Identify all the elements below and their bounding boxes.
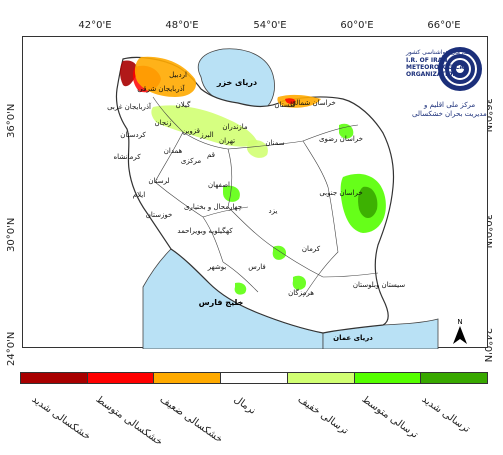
province-label: قزوین: [182, 127, 200, 135]
province-label: چهارمحال و بختیاری: [184, 203, 242, 211]
logo-emblem-icon: [438, 47, 482, 91]
province-label: هرمزگان: [288, 288, 314, 297]
legend-label: خشکسالی شدید: [29, 394, 93, 443]
longitude-tick: 54°0'E: [253, 20, 287, 31]
legend-label: خشکسالی متوسط: [93, 394, 165, 449]
province-label: اردبیل: [169, 71, 187, 79]
meteorological-organization-logo: سازمان هواشناسی کشور I.R. OF IRAN METEOR…: [406, 45, 487, 135]
province-label: ایلام: [133, 191, 145, 199]
weak-drought-area: [277, 94, 321, 108]
legend-swatch: [21, 373, 88, 383]
light-wet-area: [247, 139, 268, 158]
province-label: تهران: [219, 137, 235, 145]
legend-swatch: [421, 373, 488, 383]
logo-line: ORGANIZATION: [406, 71, 458, 78]
severe-drought-area: [120, 60, 138, 87]
weak-drought-area: [134, 56, 197, 97]
map-frame: دریای خزر خلیج فارس دریای عمان اردبیل آذ…: [22, 36, 488, 349]
province-label: قم: [207, 151, 215, 159]
persian-gulf-label: خلیج فارس: [199, 298, 244, 308]
legend-swatch: [221, 373, 288, 383]
latitude-tick-left: 24°0'N: [6, 331, 17, 366]
legend-swatch: [354, 373, 422, 383]
longitude-tick: 66°0'E: [427, 20, 461, 31]
moderate-wet-area: [292, 275, 307, 290]
province-label: آذربایجان غربی: [107, 102, 152, 111]
moderate-drought-area: [285, 98, 296, 104]
legend-swatch: [154, 373, 222, 383]
province-label: مرکزی: [181, 157, 202, 165]
province-label: اصفهان: [208, 181, 230, 189]
province-label: همدان: [164, 147, 183, 155]
longitude-tick: 48°0'E: [165, 20, 199, 31]
province-label: خراسان شمالی: [290, 99, 336, 107]
north-arrow-icon: [453, 326, 467, 344]
caspian-sea-label: دریای خزر: [216, 78, 257, 87]
province-label: فارس: [248, 263, 265, 271]
province-label: کرمانشاه: [113, 153, 141, 161]
longitude-tick: 60°0'E: [340, 20, 374, 31]
province-label: آذربایجان شرقی: [137, 84, 185, 93]
province-label: کردستان: [120, 131, 146, 139]
province-label: خوزستان: [146, 211, 173, 219]
legend-label: نرمال: [231, 394, 258, 417]
legend-bar: [20, 372, 488, 384]
logo-org-name-fa: سازمان هواشناسی کشور: [406, 49, 470, 56]
moderate-wet-area: [223, 185, 240, 202]
iran-map: دریای خزر خلیج فارس دریای عمان اردبیل آذ…: [107, 48, 439, 349]
province-label: یزد: [269, 207, 278, 215]
province-label: البرز: [199, 131, 213, 139]
legend-label: ترسالی شدید: [419, 394, 472, 436]
logo-caption: مرکز ملی اقلیم و: [424, 101, 476, 109]
province-label: کرمان: [302, 245, 321, 253]
province-label: گلستان: [274, 100, 296, 109]
province-label: سیستان وبلوستان: [353, 281, 405, 289]
province-label: گیلان: [176, 100, 191, 109]
province-label: مازندران: [222, 123, 248, 131]
latitude-tick-left: 36°0'N: [6, 103, 17, 138]
province-label: زنجان: [154, 119, 171, 127]
logo-caption: مدیریت بحران خشکسالی: [412, 110, 487, 118]
province-borders: [152, 96, 379, 298]
province-label: سمنان: [265, 139, 284, 147]
north-label: N: [457, 318, 463, 326]
logo-line: I.R. OF IRAN: [406, 57, 448, 64]
province-label: لرستان: [148, 177, 169, 185]
latitude-tick-left: 30°0'N: [6, 217, 17, 252]
legend-swatch: [287, 373, 355, 383]
oman-sea-label: دریای عمان: [333, 334, 373, 342]
legend-label: خشکسالی ضعیف: [157, 394, 225, 446]
province-label: خراسان جنوبی: [319, 189, 362, 197]
legend-swatch: [87, 373, 155, 383]
north-arrow: N: [452, 318, 468, 348]
legend-label: ترسالی متوسط: [359, 394, 420, 441]
severe-wet-area: [358, 186, 378, 218]
logo-line: METEOROLOGICAL: [406, 64, 468, 71]
province-label: کهگیلویه وبویراحمد: [177, 226, 233, 235]
moderate-wet-area: [339, 123, 354, 139]
longitude-tick: 42°0'E: [78, 20, 112, 31]
moderate-wet-area: [234, 282, 247, 295]
light-wet-area: [151, 105, 258, 147]
province-label: بوشهر: [207, 263, 227, 271]
legend-label: ترسالی خفیف: [295, 394, 351, 437]
province-label: خراسان رضوی: [319, 135, 363, 143]
